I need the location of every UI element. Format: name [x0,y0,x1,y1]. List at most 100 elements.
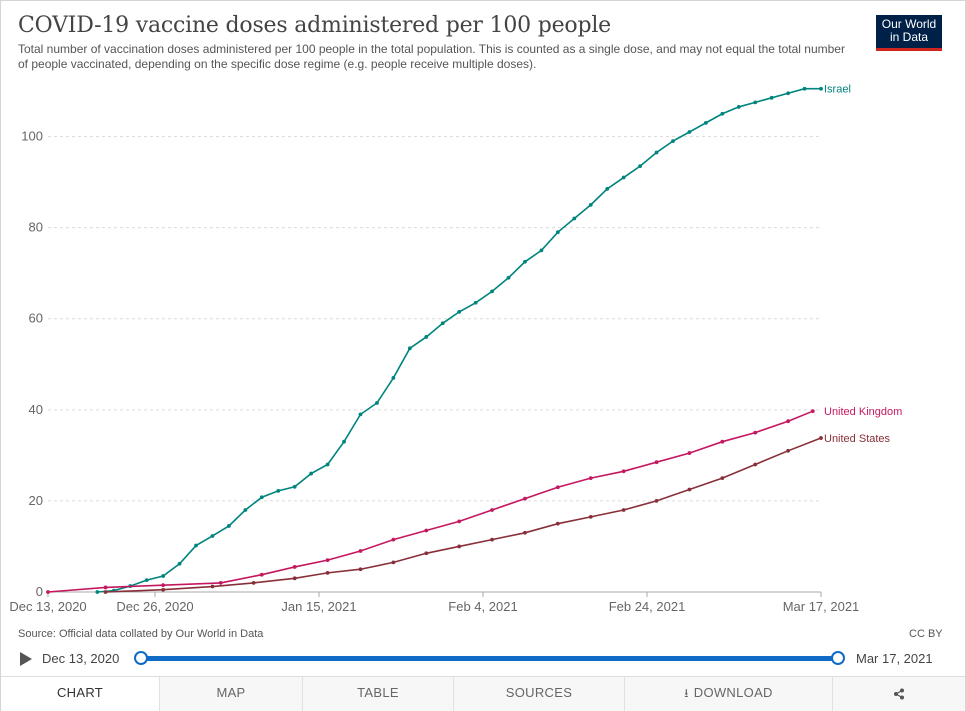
data-point [555,521,560,526]
data-point [572,216,577,221]
data-point [769,95,774,100]
y-tick-label: 0 [36,584,43,599]
timeline-track[interactable] [141,656,839,661]
data-point [654,460,659,465]
tab-share[interactable] [832,677,965,711]
data-point [161,587,166,592]
data-point [251,580,256,585]
data-point [588,476,593,481]
data-point [687,487,692,492]
data-point [358,412,363,417]
license-label[interactable]: CC BY [909,628,943,640]
download-icon: ⭳ [684,686,689,700]
data-point [243,508,248,512]
tab-table-label: TABLE [357,685,399,700]
data-point [621,469,626,474]
x-tick-label: Dec 26, 2020 [116,599,193,614]
data-point [325,462,330,467]
data-point [161,583,166,588]
share-icon [894,688,904,700]
data-point [654,499,659,503]
chart-title: COVID-19 vaccine doses administered per … [18,13,612,38]
data-point [753,430,758,435]
tab-table[interactable]: TABLE [302,677,453,711]
timeline-start-handle[interactable] [134,651,148,665]
data-point [621,508,626,512]
data-point [720,476,725,481]
data-point [309,471,314,476]
owid-logo[interactable]: Our World in Data [876,15,942,51]
data-point [424,335,429,339]
data-point [753,100,758,105]
data-point [103,585,108,590]
data-point [292,565,297,569]
data-point [292,576,297,581]
y-tick-label: 60 [29,311,43,326]
data-point [720,111,725,116]
timeline-end-handle[interactable] [831,651,845,665]
chart-subtitle: Total number of vaccination doses admini… [18,42,845,71]
y-tick-label: 20 [29,493,43,508]
tab-map[interactable]: MAP [159,677,302,711]
y-tick-label: 100 [21,129,43,144]
data-point [276,488,281,493]
data-point [325,570,330,575]
tab-download[interactable]: ⭳ DOWNLOAD [624,677,832,711]
data-point [819,436,823,440]
data-point [588,514,593,519]
data-point [342,439,346,444]
tab-chart[interactable]: CHART [1,677,159,711]
source-note[interactable]: Source: Official data collated by Our Wo… [18,628,264,640]
data-point [539,248,544,253]
data-point [440,321,445,326]
data-point [638,164,642,169]
data-point [687,451,692,455]
tab-bar: CHART MAP TABLE SOURCES ⭳ DOWNLOAD [1,676,965,711]
tab-sources[interactable]: SOURCES [453,677,624,711]
data-point [144,578,149,583]
data-point [786,448,791,453]
data-point [457,519,462,524]
data-point [407,346,412,351]
data-point [786,419,791,424]
data-point [259,495,264,500]
series-label: Israel [824,84,851,96]
play-icon[interactable] [20,652,32,666]
data-point [523,530,527,535]
data-point [490,508,494,512]
data-point [325,558,330,563]
data-point [753,462,758,467]
y-tick-label: 80 [29,220,43,235]
timeline-end-label: Mar 17, 2021 [856,651,933,666]
data-point [375,401,379,405]
x-tick-label: Dec 13, 2020 [9,599,86,614]
data-point [736,105,741,109]
data-point [194,543,198,548]
data-point [391,376,396,380]
data-point [802,86,807,91]
data-point [687,130,692,134]
x-tick-label: Feb 4, 2021 [448,599,517,614]
tab-download-label: DOWNLOAD [693,685,773,700]
data-point [391,560,396,565]
series-line-united-states [105,437,822,593]
data-point [457,544,462,549]
data-point [210,534,215,538]
data-point [103,590,108,594]
data-point [654,150,659,155]
data-point [810,409,815,414]
data-point [424,528,429,533]
data-point [46,590,50,594]
data-point [358,549,363,553]
data-point [703,120,708,125]
logo-line-2: in Data [889,30,929,44]
series-line-united-kingdom [47,410,814,593]
data-point [161,574,166,578]
tab-sources-label: SOURCES [505,685,573,700]
x-tick-label: Jan 15, 2021 [281,599,356,614]
data-point [819,86,823,91]
x-tick-label: Feb 24, 2021 [609,599,686,614]
data-point [605,187,610,191]
data-point [358,567,363,572]
tab-map-label: MAP [216,685,246,700]
